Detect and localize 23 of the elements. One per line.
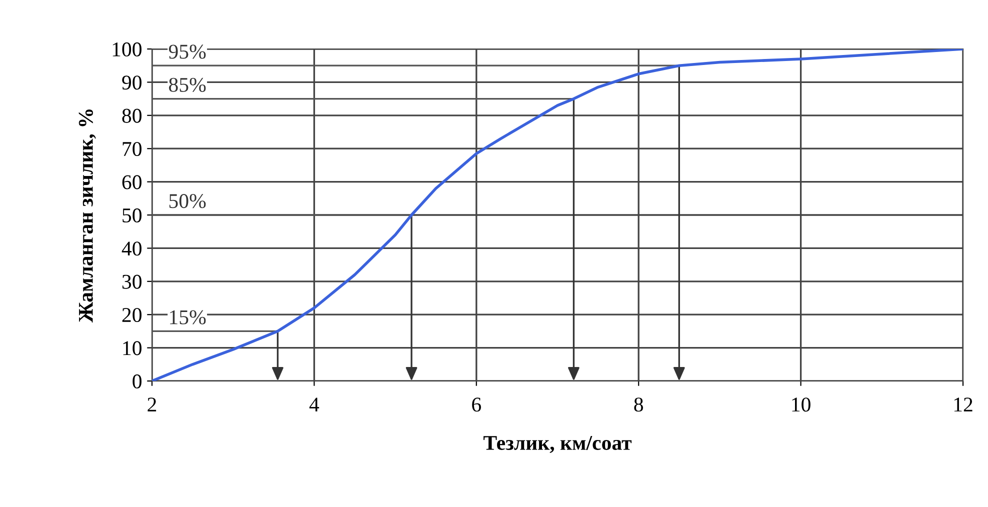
ref-line-label: 95%: [168, 44, 206, 59]
y-tick-label: 0: [132, 374, 142, 388]
x-tick-label: 8: [634, 398, 644, 412]
x-tick-label: 12: [954, 398, 972, 412]
y-tick-label: 50: [122, 208, 142, 222]
x-tick-label: 10: [792, 398, 810, 412]
ref-line-label: 15%: [170, 310, 206, 324]
y-axis-title: Жамланган зичлик, %: [78, 109, 96, 322]
y-tick-label: 90: [122, 76, 142, 90]
y-tick-label: 60: [122, 175, 142, 190]
y-tick-label: 100: [112, 42, 142, 56]
y-tick-label: 80: [122, 108, 142, 123]
y-tick-label: 30: [122, 274, 142, 289]
ref-line-label: 50%: [169, 194, 206, 208]
ref-line-label: 85%: [169, 78, 206, 92]
y-tick-label: 20: [122, 308, 142, 322]
y-tick-label: 40: [122, 242, 142, 256]
x-tick-label: 6: [472, 398, 481, 412]
y-tick-label: 70: [122, 142, 142, 156]
x-axis-title: Тезлик, км/соат: [484, 436, 632, 453]
y-tick-label: 10: [123, 341, 142, 356]
x-tick-label: 2: [148, 398, 156, 412]
x-tick-label: 4: [309, 398, 320, 412]
